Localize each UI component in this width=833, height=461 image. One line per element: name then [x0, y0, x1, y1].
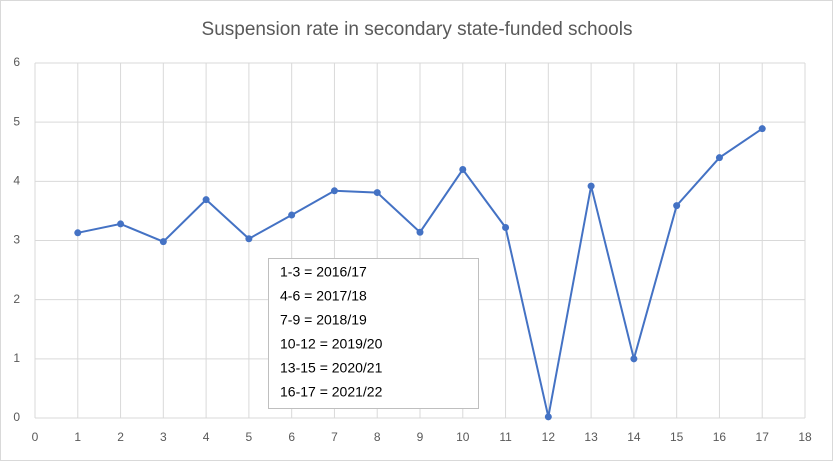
x-tick-label: 14	[627, 430, 641, 444]
data-point	[159, 238, 167, 246]
x-tick-label: 4	[203, 430, 210, 444]
data-point	[715, 154, 723, 162]
x-tick-label: 8	[374, 430, 381, 444]
data-point	[74, 229, 82, 237]
data-point	[459, 166, 467, 173]
data-point	[288, 211, 296, 219]
x-tick-label: 13	[584, 430, 598, 444]
x-tick-label: 18	[798, 430, 812, 444]
annotation-box	[268, 258, 479, 409]
y-tick-label: 2	[13, 292, 20, 306]
x-tick-label: 12	[542, 430, 556, 444]
data-point	[758, 125, 766, 133]
x-tick-label: 6	[288, 430, 295, 444]
annotation-text: 7-9 = 2018/19	[280, 312, 367, 328]
x-tick-label: 15	[670, 430, 684, 444]
data-point	[117, 220, 125, 228]
annotation-text: 13-15 = 2020/21	[280, 360, 383, 376]
x-tick-label: 3	[160, 430, 167, 444]
y-tick-label: 4	[13, 174, 20, 188]
annotation-text: 4-6 = 2017/18	[280, 288, 367, 304]
data-point	[416, 228, 424, 236]
y-tick-label: 1	[13, 351, 20, 365]
data-point	[245, 235, 253, 243]
y-tick-label: 5	[13, 114, 20, 128]
annotation-text: 16-17 = 2021/22	[280, 384, 383, 400]
data-point	[544, 413, 552, 421]
data-point	[330, 187, 338, 195]
data-point	[587, 182, 595, 190]
y-tick-label: 0	[13, 410, 20, 424]
x-tick-label: 11	[499, 430, 512, 444]
data-point	[502, 223, 510, 231]
x-tick-label: 5	[246, 430, 253, 444]
data-point	[373, 189, 381, 197]
x-tick-label: 2	[117, 430, 124, 444]
annotation-text: 10-12 = 2019/20	[280, 336, 383, 352]
y-tick-label: 3	[13, 233, 20, 247]
x-tick-label: 0	[32, 430, 39, 444]
chart-title: Suspension rate in secondary state-funde…	[202, 19, 633, 40]
x-tick-label: 1	[74, 430, 81, 444]
y-tick-label: 6	[13, 55, 20, 69]
data-point	[630, 355, 638, 363]
annotation-text: 1-3 = 2016/17	[280, 264, 367, 280]
x-tick-label: 16	[713, 430, 727, 444]
data-point	[673, 202, 681, 210]
x-tick-label: 7	[331, 430, 338, 444]
x-tick-label: 10	[456, 430, 470, 444]
data-point	[202, 196, 210, 204]
x-tick-label: 17	[756, 430, 770, 444]
x-tick-label: 9	[417, 430, 424, 444]
